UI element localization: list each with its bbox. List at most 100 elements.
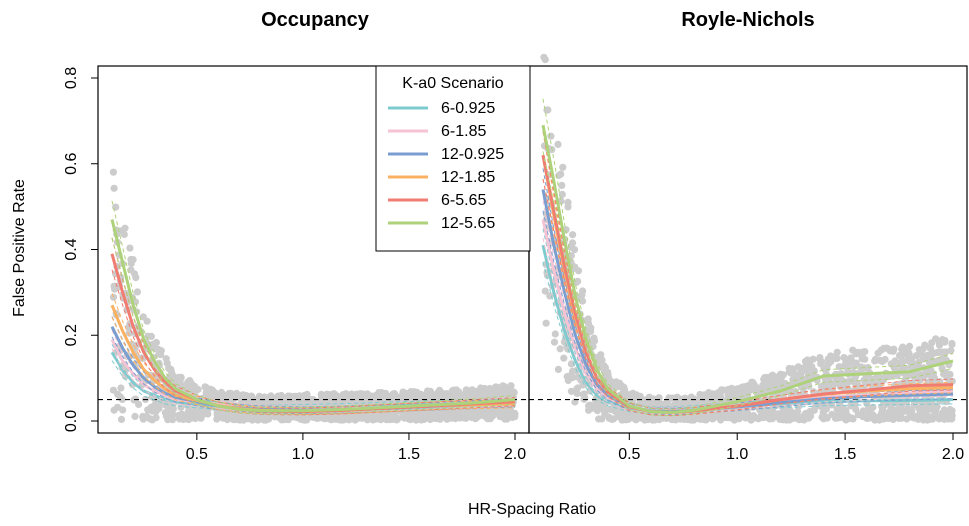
- data-point: [185, 406, 193, 415]
- data-point: [879, 415, 887, 423]
- data-point: [175, 411, 183, 419]
- legend-item-label: 6-5.65: [441, 192, 486, 209]
- ci-upper-12-5.65: [542, 98, 954, 410]
- data-point: [131, 412, 139, 420]
- data-point: [109, 386, 117, 394]
- data-point: [774, 381, 782, 389]
- ci-upper-12-5.65: [111, 200, 516, 408]
- y-tick-label: 0.2: [63, 324, 80, 346]
- data-point: [109, 168, 117, 176]
- data-point: [932, 413, 941, 421]
- data-point: [859, 407, 867, 415]
- ci-lower-6-5.65: [111, 269, 516, 416]
- data-point: [766, 407, 775, 415]
- data-point: [891, 357, 899, 365]
- data-point: [740, 389, 748, 397]
- data-point: [585, 402, 593, 410]
- data-point: [194, 385, 202, 394]
- data-point: [129, 256, 137, 264]
- data-point: [584, 315, 592, 323]
- data-point: [451, 387, 459, 395]
- data-point: [650, 395, 658, 403]
- data-point: [881, 355, 889, 363]
- y-axis-label: False Positive Rate: [11, 179, 28, 317]
- data-point: [303, 416, 311, 424]
- x-tick-label: 2.0: [504, 446, 526, 463]
- data-point: [202, 383, 210, 391]
- data-point: [329, 390, 338, 398]
- data-point: [803, 361, 811, 369]
- data-point: [728, 410, 737, 418]
- data-point: [696, 415, 704, 423]
- data-point: [880, 400, 888, 408]
- data-point: [177, 373, 185, 381]
- data-point: [724, 385, 732, 394]
- data-point: [556, 345, 564, 353]
- data-point: [832, 355, 840, 363]
- data-point: [125, 323, 133, 331]
- data-point: [461, 390, 469, 398]
- data-point: [921, 409, 930, 417]
- data-point: [558, 181, 566, 189]
- data-point: [702, 416, 710, 424]
- data-point: [554, 140, 562, 148]
- data-point: [613, 408, 622, 416]
- ci-lower-6-0.925: [111, 360, 516, 414]
- data-point: [560, 354, 568, 362]
- data-point: [895, 414, 903, 423]
- data-point: [914, 415, 922, 423]
- data-point: [579, 381, 587, 389]
- data-point: [885, 345, 893, 353]
- data-point: [750, 412, 758, 420]
- data-point: [147, 403, 155, 411]
- data-point: [680, 415, 688, 423]
- data-point: [574, 373, 582, 381]
- data-point: [890, 363, 899, 371]
- data-point: [109, 293, 118, 301]
- data-point: [168, 368, 176, 376]
- legend-item-label: 12-0.925: [441, 146, 504, 163]
- data-point: [126, 244, 134, 252]
- data-point: [727, 391, 736, 400]
- data-point: [574, 384, 582, 392]
- data-point: [571, 398, 579, 406]
- data-point: [550, 338, 559, 346]
- data-point: [608, 415, 616, 423]
- y-tick-label: 0.0: [63, 410, 80, 432]
- data-point: [713, 412, 721, 420]
- data-point: [574, 277, 582, 285]
- y-tick-label: 0.6: [63, 153, 80, 175]
- data-point: [248, 416, 256, 424]
- data-point: [865, 403, 873, 412]
- data-point: [816, 355, 824, 363]
- ci-lower-12-0.925: [111, 336, 516, 415]
- data-point: [541, 287, 549, 295]
- data-point: [486, 387, 494, 395]
- data-point: [564, 198, 572, 206]
- data-point: [579, 287, 587, 295]
- data-point: [915, 404, 923, 412]
- data-point: [182, 415, 190, 423]
- data-point: [391, 414, 399, 422]
- data-point: [440, 412, 448, 420]
- legend-item-label: 6-0.925: [441, 100, 495, 117]
- legend-item-label: 12-1.85: [441, 169, 495, 186]
- data-point: [618, 416, 626, 424]
- data-point: [593, 400, 602, 408]
- data-point: [682, 397, 690, 405]
- data-point: [748, 385, 756, 394]
- data-point: [932, 406, 940, 414]
- data-point: [446, 414, 454, 422]
- data-point: [853, 379, 862, 388]
- data-point: [574, 267, 583, 275]
- data-point: [152, 414, 160, 422]
- data-point: [292, 392, 300, 400]
- data-point: [906, 358, 914, 366]
- data-point: [655, 416, 663, 424]
- data-point: [919, 345, 927, 353]
- data-point: [794, 363, 802, 371]
- panel-royle-nichols: Royle-Nichols 0.5 1.0 1.5 2.0: [528, 9, 968, 463]
- legend-title: K-a0 Scenario: [402, 75, 503, 92]
- data-point: [320, 415, 328, 423]
